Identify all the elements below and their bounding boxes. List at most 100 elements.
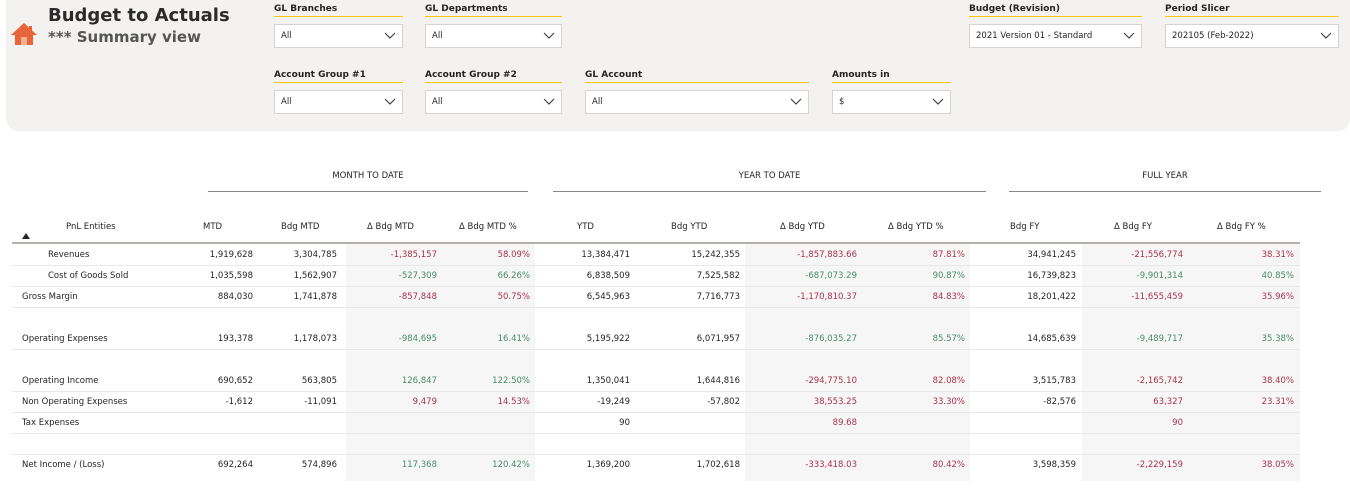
table-cell: -57,802 bbox=[707, 397, 740, 407]
slicer-gl-account: GL Account All bbox=[585, 70, 809, 114]
account-group-2-dropdown[interactable]: All bbox=[425, 90, 562, 114]
sort-ascending-icon[interactable] bbox=[22, 233, 30, 239]
dropdown-value: All bbox=[592, 97, 603, 107]
chevron-down-icon bbox=[932, 98, 944, 105]
row-label-tax-expenses: Tax Expenses bbox=[22, 418, 80, 428]
row-label-cogs: Cost of Goods Sold bbox=[48, 271, 129, 281]
mtd-delta-band bbox=[346, 243, 535, 481]
table-cell: 33.30% bbox=[932, 397, 965, 407]
slicer-gl-branches: GL Branches All bbox=[274, 4, 403, 48]
group-header-ytd: YEAR TO DATE bbox=[738, 171, 801, 181]
col-header-d-bdg-mtd-pct[interactable]: Δ Bdg MTD % bbox=[459, 222, 517, 232]
row-separator bbox=[12, 433, 1300, 434]
table-cell: 1,369,200 bbox=[586, 460, 630, 470]
table-cell: 1,562,907 bbox=[293, 271, 337, 281]
group-rule bbox=[553, 191, 986, 192]
slicer-budget-revision: Budget (Revision) 2021 Version 01 - Stan… bbox=[969, 4, 1142, 48]
slicer-label: Account Group #1 bbox=[274, 70, 403, 83]
row-label-revenues: Revenues bbox=[48, 250, 90, 260]
table-cell: 63,327 bbox=[1153, 397, 1183, 407]
table-cell: -21,556,774 bbox=[1131, 250, 1183, 260]
gl-account-dropdown[interactable]: All bbox=[585, 90, 809, 114]
table-cell: -527,309 bbox=[398, 271, 437, 281]
table-cell: 1,035,598 bbox=[209, 271, 253, 281]
table-cell: 6,545,963 bbox=[586, 292, 630, 302]
table-cell: 1,702,618 bbox=[696, 460, 740, 470]
slicer-gl-departments: GL Departments All bbox=[425, 4, 562, 48]
slicer-label: GL Account bbox=[585, 70, 809, 83]
row-separator bbox=[12, 349, 1300, 350]
col-header-d-bdg-fy[interactable]: Δ Bdg FY bbox=[1114, 222, 1152, 232]
table-cell: 1,644,816 bbox=[696, 376, 740, 386]
row-label-non-operating-expenses: Non Operating Expenses bbox=[22, 397, 128, 407]
row-separator bbox=[12, 391, 1300, 392]
col-header-d-bdg-ytd[interactable]: Δ Bdg YTD bbox=[780, 222, 825, 232]
table-cell: 90.87% bbox=[932, 271, 965, 281]
period-slicer-dropdown[interactable]: 202105 (Feb-2022) bbox=[1165, 24, 1339, 48]
home-icon[interactable] bbox=[10, 22, 38, 46]
table-cell: 6,071,957 bbox=[696, 334, 740, 344]
table-cell: 40.85% bbox=[1261, 271, 1294, 281]
table-cell: -984,695 bbox=[398, 334, 437, 344]
table-cell: 3,304,785 bbox=[293, 250, 337, 260]
slicer-amounts-in: Amounts in $ bbox=[832, 70, 951, 114]
table-cell: 38.05% bbox=[1261, 460, 1294, 470]
table-cell: 34,941,245 bbox=[1027, 250, 1076, 260]
row-separator bbox=[12, 286, 1300, 287]
col-header-bdg-mtd[interactable]: Bdg MTD bbox=[281, 222, 320, 232]
slicer-account-group-2: Account Group #2 All bbox=[425, 70, 562, 114]
slicer-label: Account Group #2 bbox=[425, 70, 562, 83]
table-cell: 690,652 bbox=[217, 376, 253, 386]
col-header-bdg-ytd[interactable]: Bdg YTD bbox=[671, 222, 708, 232]
col-header-d-bdg-ytd-pct[interactable]: Δ Bdg YTD % bbox=[888, 222, 944, 232]
table-cell: -876,035.27 bbox=[805, 334, 857, 344]
account-group-1-dropdown[interactable]: All bbox=[274, 90, 403, 114]
group-rule bbox=[1009, 191, 1321, 192]
chevron-down-icon bbox=[1123, 32, 1135, 39]
row-label-net-income: Net Income / (Loss) bbox=[22, 460, 105, 470]
table-cell: 126,847 bbox=[401, 376, 437, 386]
table-cell: -11,655,459 bbox=[1131, 292, 1183, 302]
table-cell: 1,919,628 bbox=[209, 250, 253, 260]
table-cell: 692,264 bbox=[217, 460, 253, 470]
group-header-mtd: MONTH TO DATE bbox=[332, 171, 404, 181]
col-header-d-bdg-mtd[interactable]: Δ Bdg MTD bbox=[367, 222, 414, 232]
table-cell: 884,030 bbox=[217, 292, 253, 302]
table-cell: -1,612 bbox=[225, 397, 253, 407]
gl-departments-dropdown[interactable]: All bbox=[425, 24, 562, 48]
table-cell: -9,901,314 bbox=[1136, 271, 1183, 281]
table-cell: -1,857,883.66 bbox=[797, 250, 857, 260]
table-cell: -333,418.03 bbox=[805, 460, 857, 470]
table-cell: 82.08% bbox=[932, 376, 965, 386]
dropdown-value: All bbox=[432, 31, 443, 41]
table-cell: -11,091 bbox=[304, 397, 337, 407]
row-label-operating-expenses: Operating Expenses bbox=[22, 334, 108, 344]
col-header-d-bdg-fy-pct[interactable]: Δ Bdg FY % bbox=[1217, 222, 1266, 232]
table-cell: -1,170,810.37 bbox=[797, 292, 857, 302]
table-cell: -294,775.10 bbox=[805, 376, 857, 386]
table-cell: 87.81% bbox=[932, 250, 965, 260]
ytd-delta-band bbox=[745, 243, 970, 481]
table-cell: 89.68 bbox=[832, 418, 857, 428]
table-cell: 15,242,355 bbox=[691, 250, 740, 260]
row-separator bbox=[12, 412, 1300, 413]
header-rule bbox=[12, 242, 1300, 244]
amounts-in-dropdown[interactable]: $ bbox=[832, 90, 951, 114]
col-header-entities[interactable]: PnL Entities bbox=[66, 222, 116, 232]
col-header-bdg-fy[interactable]: Bdg FY bbox=[1010, 222, 1040, 232]
page-subtitle: *** Summary view bbox=[48, 28, 201, 46]
table-cell: -82,576 bbox=[1043, 397, 1076, 407]
row-label-gross-margin: Gross Margin bbox=[22, 292, 78, 302]
table-cell: 574,896 bbox=[301, 460, 337, 470]
gl-branches-dropdown[interactable]: All bbox=[274, 24, 403, 48]
table-cell: 1,350,041 bbox=[586, 376, 630, 386]
dropdown-value: 202105 (Feb-2022) bbox=[1172, 31, 1254, 41]
chevron-down-icon bbox=[384, 98, 396, 105]
dropdown-value: All bbox=[281, 31, 292, 41]
col-header-mtd[interactable]: MTD bbox=[203, 222, 223, 232]
budget-revision-dropdown[interactable]: 2021 Version 01 - Standard bbox=[969, 24, 1142, 48]
table-cell: 1,741,878 bbox=[293, 292, 337, 302]
col-header-ytd[interactable]: YTD bbox=[577, 222, 594, 232]
table-cell: 14,685,639 bbox=[1027, 334, 1076, 344]
table-cell: 120.42% bbox=[492, 460, 530, 470]
